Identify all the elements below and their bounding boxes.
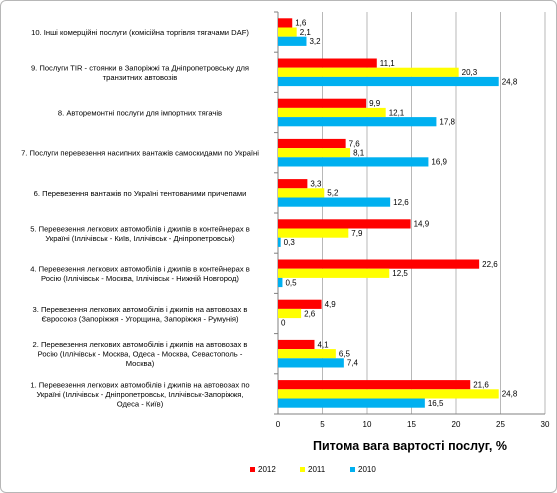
- data-label-2010-2: 7,4: [347, 359, 359, 368]
- data-label-2011-9: 20,3: [462, 68, 478, 77]
- data-label-2010-5: 0,3: [284, 238, 296, 247]
- data-label-2010-8: 17,8: [439, 118, 455, 127]
- category-label-8: 8. Авторемонтні послуги для імпортних тя…: [58, 109, 222, 118]
- x-tick-label-6: 30: [541, 420, 550, 429]
- bar-2012-2: [278, 339, 315, 350]
- bar-2011-2: [278, 349, 336, 359]
- bar-2010-4: [278, 277, 283, 288]
- category-label-5: 5. Перевезення легкових автомобілів і дж…: [30, 224, 250, 243]
- data-label-2012-10: 1,6: [295, 19, 307, 28]
- legend-swatch-2010: [350, 467, 355, 472]
- category-label-3: 3. Перевезення легкових автомобілів і дж…: [33, 305, 248, 324]
- bar-2010-7: [278, 157, 429, 167]
- x-tick-label-2: 10: [363, 420, 372, 429]
- bar-2010-10: [278, 36, 307, 46]
- bar-2010-2: [278, 358, 344, 368]
- category-label-9: 9. Послуги TIR - стоянки в Запоріжжі та …: [31, 64, 249, 83]
- category-label-4: 4. Перевезення легкових автомобілів і дж…: [30, 265, 250, 284]
- x-tick-label-5: 25: [496, 420, 505, 429]
- data-label-2010-7: 16,9: [431, 158, 447, 167]
- bar-2010-9: [278, 76, 499, 87]
- data-label-2011-6: 5,2: [327, 189, 339, 198]
- data-label-2012-9: 11,1: [380, 59, 396, 68]
- bar-2012-4: [278, 259, 480, 269]
- data-label-2011-5: 7,9: [351, 229, 363, 238]
- data-label-2010-3: 0: [281, 319, 286, 328]
- bar-2012-6: [278, 179, 308, 189]
- data-label-2010-1: 16,5: [428, 399, 444, 408]
- data-label-2010-4: 0,5: [285, 278, 297, 287]
- bar-2011-7: [278, 148, 351, 158]
- bar-2010-6: [278, 197, 391, 207]
- x-tick-label-1: 5: [320, 420, 325, 429]
- data-label-2011-10: 2,1: [300, 28, 312, 37]
- x-tick-label-0: 0: [276, 420, 281, 429]
- data-label-2011-1: 24,8: [502, 390, 518, 399]
- category-label-10: 10. Інші комерційні послуги (комісійна т…: [31, 28, 249, 37]
- data-label-2010-10: 3,2: [309, 37, 321, 46]
- plot-area: 0 5 10 15 20 25 30 1. Перевезення легкових авто…: [21, 11, 550, 429]
- x-tick-label-4: 20: [452, 420, 461, 429]
- bar-2012-3: [278, 299, 322, 309]
- legend-label-2012: 2012: [258, 465, 276, 474]
- data-label-2012-1: 21,6: [473, 381, 489, 390]
- data-label-2010-9: 24,8: [502, 77, 518, 86]
- category-label-2: 2. Перевезення легкових автомобілів і дж…: [33, 340, 248, 368]
- bar-2011-8: [278, 107, 386, 118]
- category-label-6: 6. Перевезення вантажів по Україні тенто…: [34, 189, 247, 198]
- x-tick-label-3: 15: [407, 420, 416, 429]
- bar-2011-5: [278, 228, 349, 238]
- bar-2010-8: [278, 117, 437, 127]
- bar-2012-10: [278, 18, 293, 28]
- data-label-2011-7: 8,1: [353, 149, 365, 158]
- data-label-2010-6: 12,6: [393, 198, 409, 207]
- data-label-2012-5: 14,9: [414, 220, 430, 229]
- data-label-2012-7: 7,6: [349, 139, 361, 148]
- bar-2011-9: [278, 67, 459, 77]
- data-label-2012-4: 22,6: [482, 260, 498, 269]
- data-label-2012-3: 4,9: [325, 300, 337, 309]
- legend: 2012 2011 2010: [250, 465, 376, 474]
- bar-2012-7: [278, 138, 346, 149]
- bar-2012-9: [278, 58, 377, 68]
- data-label-2011-4: 12,5: [392, 269, 408, 278]
- bar-2011-3: [278, 308, 302, 319]
- legend-swatch-2012: [250, 467, 255, 472]
- category-label-1: 1. Перевезення легкових автомобілів і дж…: [30, 380, 249, 408]
- legend-swatch-2011: [300, 467, 305, 472]
- legend-label-2011: 2011: [308, 465, 326, 474]
- bar-2012-5: [278, 219, 411, 229]
- data-label-2011-8: 12,1: [389, 108, 405, 117]
- data-label-2012-2: 4,1: [317, 340, 329, 349]
- bar-2011-10: [278, 27, 297, 37]
- data-label-2011-3: 2,6: [304, 309, 316, 318]
- legend-label-2010: 2010: [358, 465, 376, 474]
- bar-2011-1: [278, 389, 499, 399]
- x-axis-title: Питома вага вартості послуг, %: [313, 439, 507, 453]
- bar-2011-6: [278, 188, 325, 198]
- bar-2012-8: [278, 98, 367, 108]
- bar-2012-1: [278, 380, 471, 390]
- data-label-2012-8: 9,9: [369, 99, 381, 108]
- category-label-7: 7. Послуги перевезення насипних вантажів…: [21, 149, 259, 158]
- bar-2010-5: [278, 237, 281, 247]
- data-label-2011-2: 6,5: [339, 350, 351, 359]
- bar-2010-1: [278, 398, 425, 408]
- data-label-2012-6: 3,3: [310, 180, 322, 189]
- bar-2011-4: [278, 268, 390, 278]
